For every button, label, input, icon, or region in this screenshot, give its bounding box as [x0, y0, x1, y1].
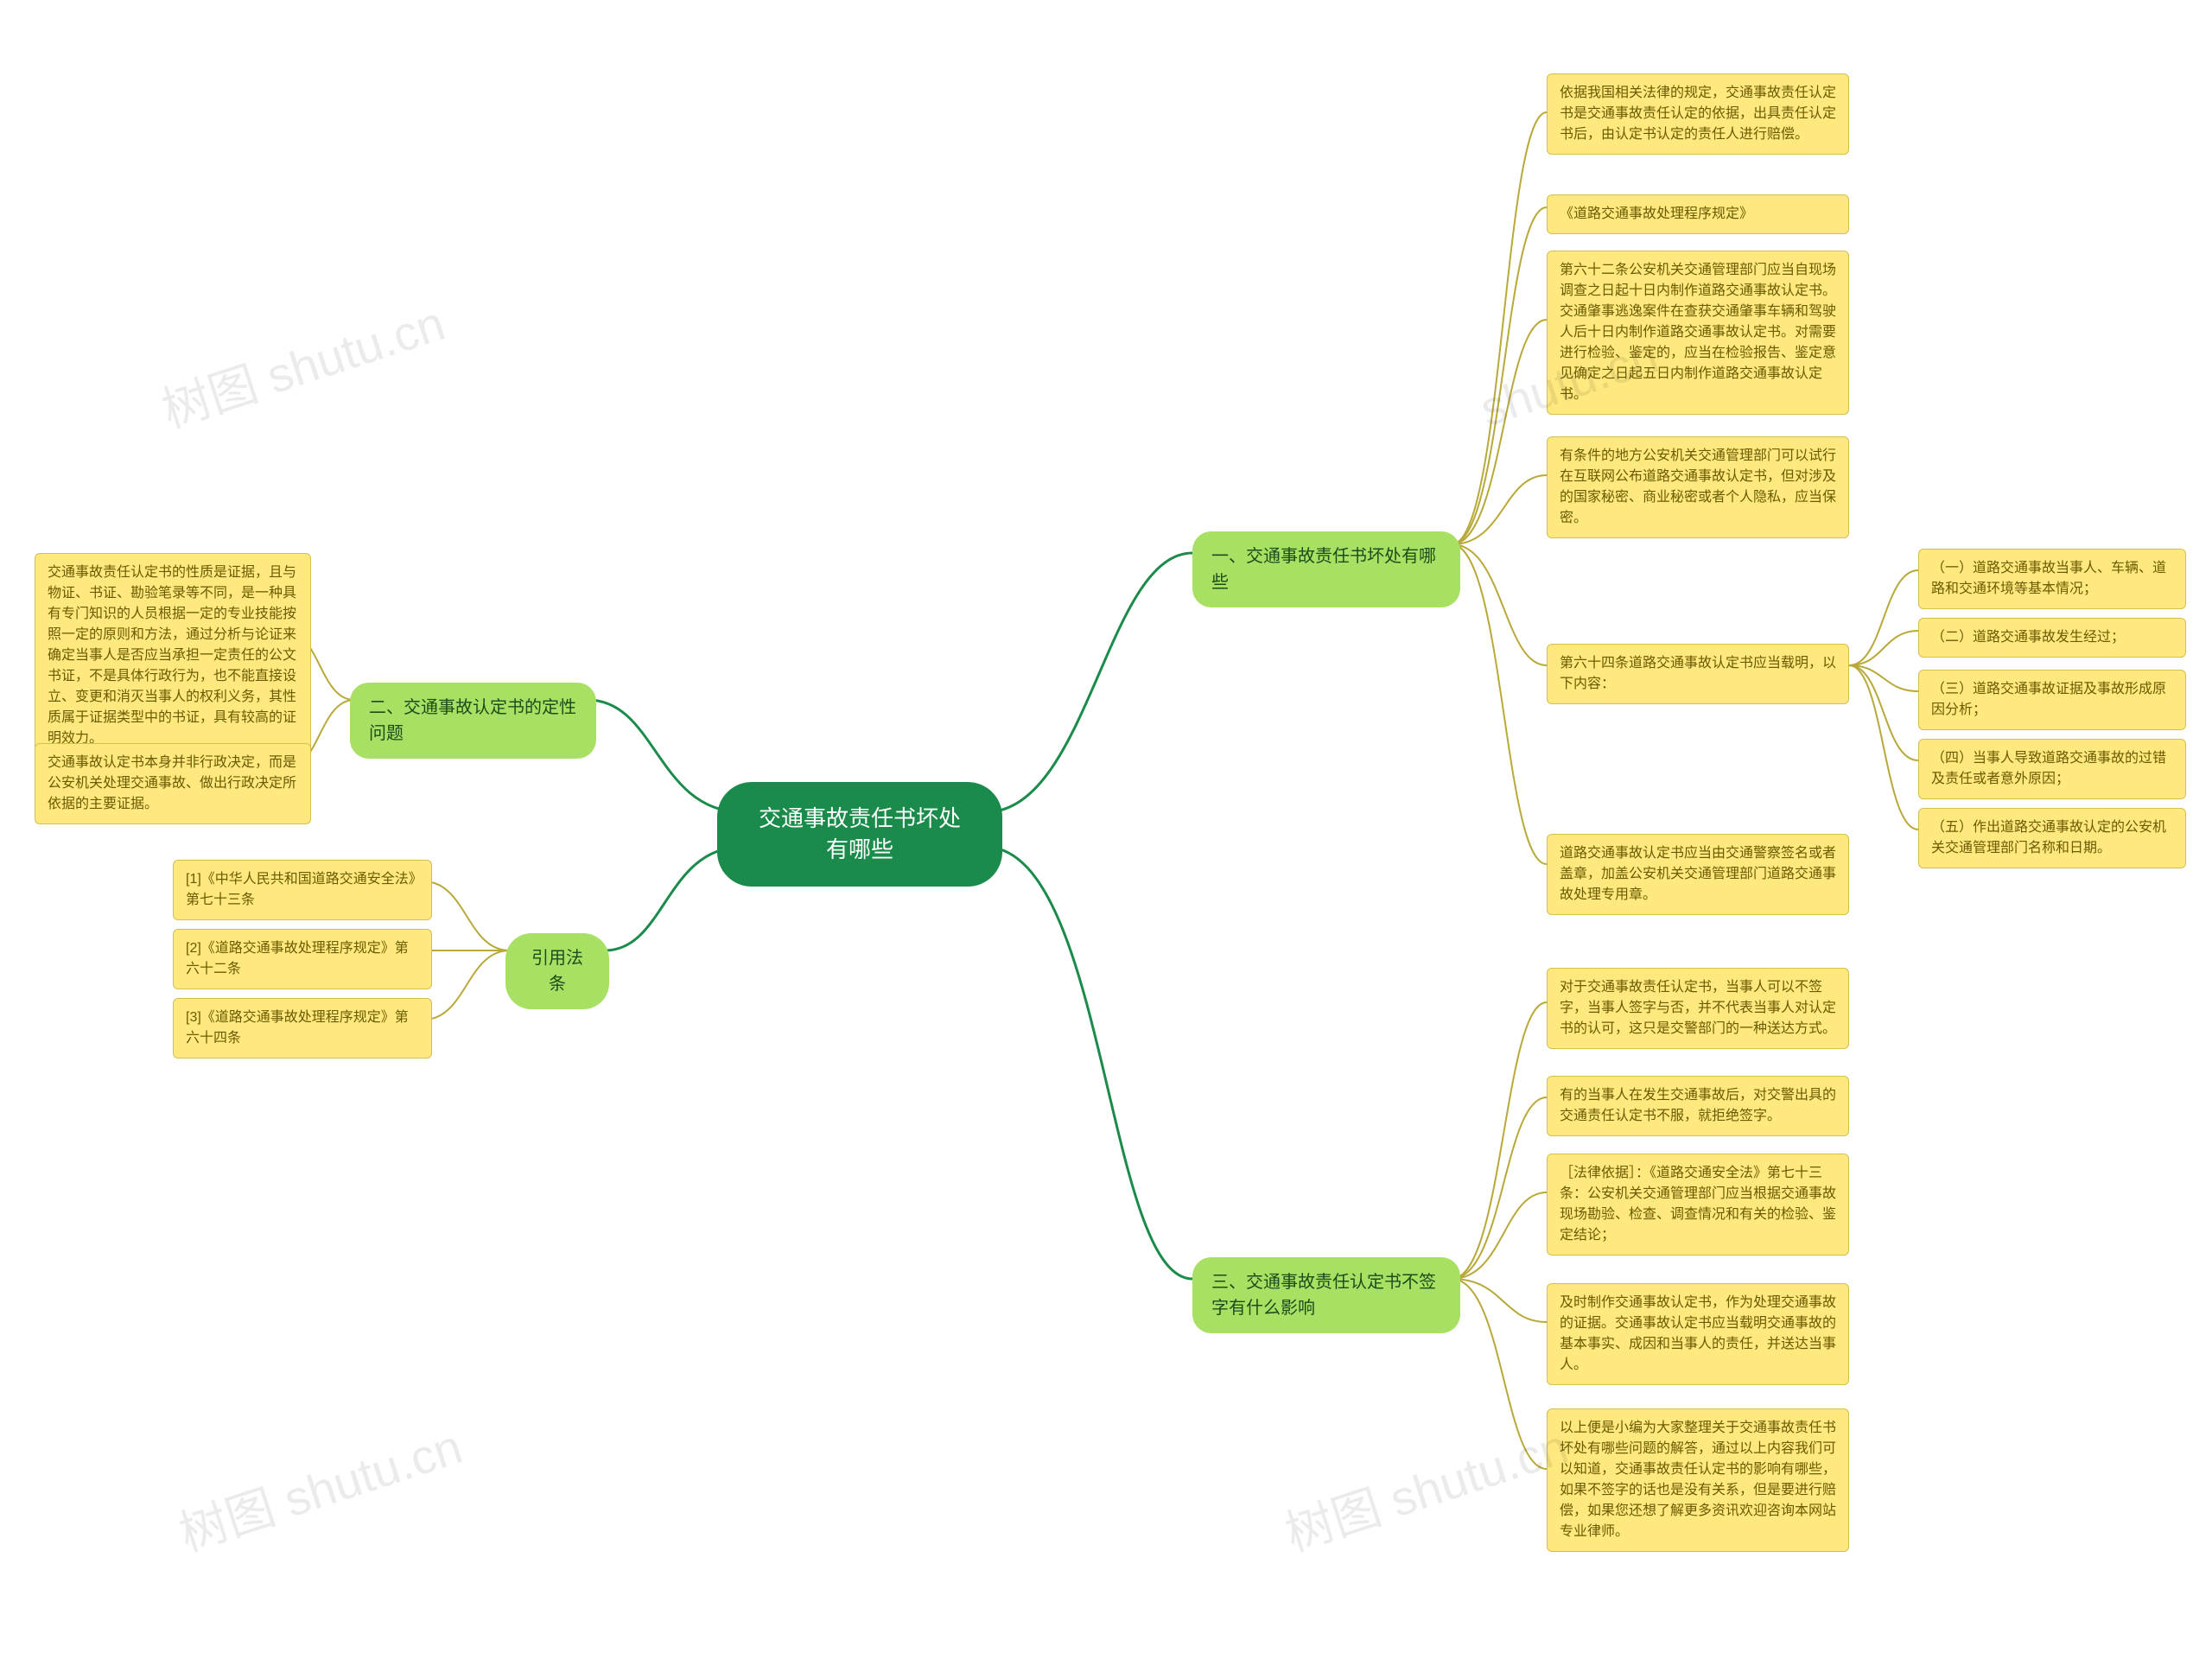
two-a: 交通事故责任认定书的性质是证据，且与物证、书证、勘验笔录等不同，是一种具有专门知… — [35, 553, 311, 759]
one-e-i: （一）道路交通事故当事人、车辆、道路和交通环境等基本情况； — [1918, 549, 2186, 609]
three-d: 及时制作交通事故认定书，作为处理交通事故的证据。交通事故认定书应当载明交通事故的… — [1547, 1283, 1849, 1385]
three-b: 有的当事人在发生交通事故后，对交警出具的交通责任认定书不服，就拒绝签字。 — [1547, 1076, 1849, 1136]
ref-c: [3]《道路交通事故处理程序规定》第六十四条 — [173, 998, 432, 1059]
three-e: 以上便是小编为大家整理关于交通事故责任书坏处有哪些问题的解答，通过以上内容我们可… — [1547, 1408, 1849, 1552]
one-d: 有条件的地方公安机关交通管理部门可以试行在互联网公布道路交通事故认定书，但对涉及… — [1547, 436, 1849, 538]
one-f: 道路交通事故认定书应当由交通警察签名或者盖章，加盖公安机关交通管理部门道路交通事… — [1547, 834, 1849, 915]
root-label: 交通事故责任书坏处有哪些 — [759, 805, 961, 862]
branch-two: 二、交通事故认定书的定性问题 — [350, 683, 596, 759]
branch-three-label: 三、交通事故责任认定书不签字有什么影响 — [1211, 1273, 1436, 1318]
ref-b: [2]《道路交通事故处理程序规定》第六十二条 — [173, 929, 432, 989]
ref-a: [1]《中华人民共和国道路交通安全法》第七十三条 — [173, 860, 432, 920]
watermark: 树图 shutu.cn — [169, 1408, 470, 1566]
one-e-iii: （三）道路交通事故证据及事故形成原因分析； — [1918, 670, 2186, 730]
three-c: ［法律依据］：《道路交通安全法》第七十三条：公安机关交通管理部门应当根据交通事故… — [1547, 1154, 1849, 1256]
branch-one-label: 一、交通事故责任书坏处有哪些 — [1211, 547, 1436, 592]
branch-two-label: 二、交通事故认定书的定性问题 — [369, 698, 576, 743]
branch-ref-label: 引用法条 — [531, 949, 583, 994]
watermark: 树图 shutu.cn — [152, 285, 453, 442]
one-e-header: 第六十四条道路交通事故认定书应当载明，以下内容： — [1547, 644, 1849, 704]
one-e-ii: （二）道路交通事故发生经过； — [1918, 618, 2186, 658]
branch-three: 三、交通事故责任认定书不签字有什么影响 — [1192, 1257, 1460, 1333]
watermark: 树图 shutu.cn — [1275, 1408, 1576, 1566]
three-a: 对于交通事故责任认定书，当事人可以不签字，当事人签字与否，并不代表当事人对认定书… — [1547, 968, 1849, 1049]
two-b: 交通事故认定书本身并非行政决定，而是公安机关处理交通事故、做出行政决定所依据的主… — [35, 743, 311, 824]
edge-layer — [0, 0, 2212, 1672]
root-node: 交通事故责任书坏处有哪些 — [717, 782, 1002, 887]
branch-ref: 引用法条 — [505, 933, 609, 1009]
one-e-iv: （四）当事人导致道路交通事故的过错及责任或者意外原因； — [1918, 739, 2186, 799]
branch-one: 一、交通事故责任书坏处有哪些 — [1192, 531, 1460, 607]
one-a: 依据我国相关法律的规定，交通事故责任认定书是交通事故责任认定的依据，出具责任认定… — [1547, 73, 1849, 155]
one-b: 《道路交通事故处理程序规定》 — [1547, 194, 1849, 234]
one-e-v: （五）作出道路交通事故认定的公安机关交通管理部门名称和日期。 — [1918, 808, 2186, 868]
one-c: 第六十二条公安机关交通管理部门应当自现场调查之日起十日内制作道路交通事故认定书。… — [1547, 251, 1849, 415]
